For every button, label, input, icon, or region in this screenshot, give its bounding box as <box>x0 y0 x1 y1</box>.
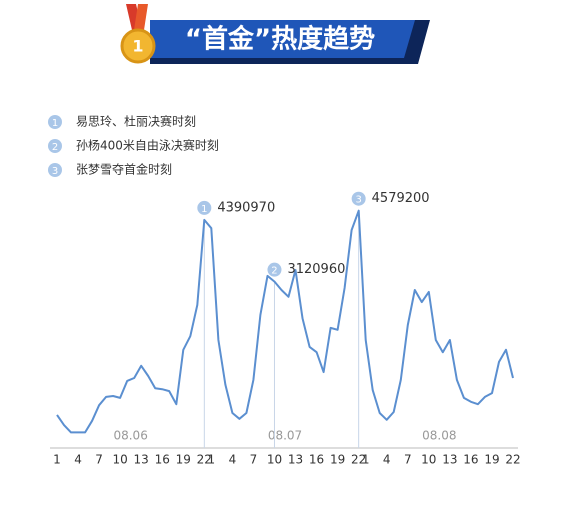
x-tick-label: 13 <box>442 453 457 467</box>
peak-number: 1 <box>201 204 207 215</box>
legend-text: 孙杨400米自由泳决赛时刻 <box>76 138 219 153</box>
x-tick-label: 19 <box>484 453 499 467</box>
chart-title: “首金”热度趋势 <box>185 24 375 55</box>
value-label: 3120960 <box>287 262 345 277</box>
x-tick-label: 16 <box>155 453 170 467</box>
x-tick-label: 4 <box>383 453 391 467</box>
legend-marker <box>48 163 62 177</box>
x-tick-label: 22 <box>505 453 520 467</box>
group-label: 08.07 <box>268 429 302 443</box>
peak-number: 2 <box>271 266 277 277</box>
legend-number: 1 <box>52 118 58 129</box>
legend-text: 张梦雪夺首金时刻 <box>76 162 172 177</box>
x-tick-label: 22 <box>351 453 366 467</box>
legend-number: 3 <box>52 166 58 177</box>
x-tick-label: 10 <box>267 453 282 467</box>
x-tick-label: 10 <box>112 453 127 467</box>
peak-number: 3 <box>355 195 361 206</box>
x-tick-label: 19 <box>330 453 345 467</box>
banner: 1 <box>120 4 430 64</box>
x-tick-label: 22 <box>197 453 212 467</box>
x-tick-label: 16 <box>463 453 478 467</box>
x-tick-label: 7 <box>250 453 258 467</box>
legend-marker <box>48 115 62 129</box>
medal-ribbon <box>134 4 148 30</box>
medal-number: 1 <box>132 37 143 56</box>
value-label: 4579200 <box>372 191 430 206</box>
group-label: 08.08 <box>422 429 456 443</box>
value-label: 4390970 <box>217 200 275 215</box>
x-tick-label: 4 <box>74 453 82 467</box>
medal <box>120 28 156 64</box>
legend-text: 易思玲、杜丽决赛时刻 <box>76 114 196 129</box>
x-tick-label: 7 <box>404 453 412 467</box>
peak-marker <box>197 200 212 215</box>
peak-marker <box>267 262 282 277</box>
x-tick-label: 16 <box>309 453 324 467</box>
line <box>56 209 514 434</box>
legend-marker <box>48 139 62 153</box>
x-tick-label: 1 <box>53 453 61 467</box>
x-tick-label: 19 <box>176 453 191 467</box>
x-tick-label: 4 <box>229 453 237 467</box>
banner-front <box>150 20 415 58</box>
x-tick-label: 13 <box>288 453 303 467</box>
group-label: 08.06 <box>113 429 147 443</box>
x-tick-label: 1 <box>362 453 370 467</box>
legend-number: 2 <box>52 142 58 153</box>
x-tick-label: 7 <box>95 453 103 467</box>
x-tick-label: 13 <box>134 453 149 467</box>
x-tick-label: 10 <box>421 453 436 467</box>
x-tick-label: 1 <box>208 453 216 467</box>
peak-marker <box>351 191 366 206</box>
